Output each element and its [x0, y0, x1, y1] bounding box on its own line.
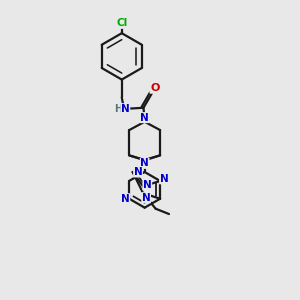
Text: N: N [143, 180, 152, 190]
Text: N: N [142, 193, 151, 203]
Text: O: O [150, 83, 159, 93]
Text: N: N [121, 194, 130, 204]
Text: N: N [140, 112, 149, 123]
Text: N: N [140, 158, 149, 168]
Text: H: H [114, 104, 122, 114]
Text: Cl: Cl [116, 18, 128, 28]
Text: N: N [134, 167, 142, 177]
Text: N: N [160, 174, 168, 184]
Text: N: N [121, 104, 130, 114]
